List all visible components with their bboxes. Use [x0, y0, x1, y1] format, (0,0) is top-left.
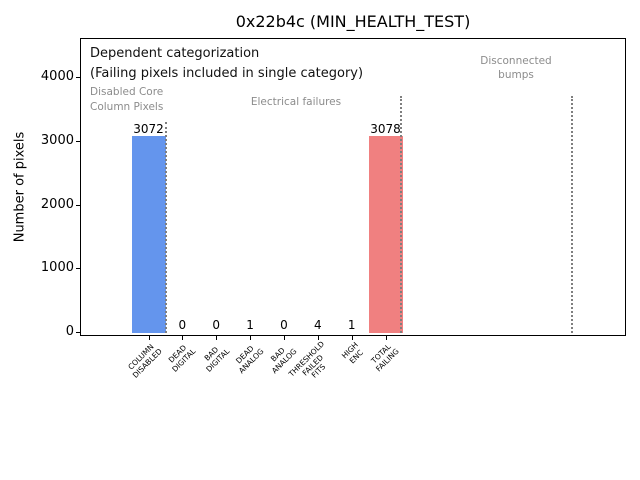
bar-value-label: 0 — [212, 318, 221, 332]
x-tick-mark — [148, 336, 150, 340]
y-axis-label: Number of pixels — [12, 131, 28, 243]
bar-value-label: 4 — [313, 317, 322, 332]
plot-area: 3072 0 0 1 0 4 1 3078 — [80, 38, 626, 336]
chart-title: 0x22b4c (MIN_HEALTH_TEST) — [235, 12, 471, 31]
bar-value-label: 3078 — [370, 122, 401, 137]
bar-value-label: 3072 — [133, 122, 164, 137]
annotation-disabled-core-column-pixels: Disabled Core Column Pixels — [90, 86, 164, 113]
annotation-failing-pixels-note: (Failing pixels included in single categ… — [90, 66, 364, 81]
bar-value-label: 0 — [280, 318, 288, 332]
separator-dotted-line — [400, 96, 403, 333]
y-tick-label: 3000 — [40, 133, 74, 149]
x-tick-mark — [283, 336, 285, 340]
x-tick-mark — [351, 336, 353, 340]
x-tick-label-text: TOTAL FAILING — [369, 341, 401, 373]
bar-value-label: 1 — [347, 317, 356, 332]
bar-0 — [131, 136, 166, 333]
y-tick-mark — [76, 332, 80, 333]
y-tick-mark — [76, 268, 80, 270]
annotation-disconnected-bumps: Disconnected bumps — [480, 55, 552, 81]
x-tick-mark — [385, 336, 387, 340]
x-tick-mark — [317, 336, 319, 340]
bar-value-label: 1 — [246, 317, 254, 332]
x-tick-label: TOTAL FAILING — [267, 340, 400, 373]
y-tick-label: 4000 — [40, 69, 74, 85]
x-tick-mark — [250, 336, 252, 340]
annotation-electrical-failures: Electrical failures — [250, 96, 342, 108]
y-tick-mark — [76, 141, 80, 143]
y-tick-label: 2000 — [40, 196, 74, 212]
x-tick-mark — [182, 336, 184, 340]
y-tick-mark — [76, 77, 80, 79]
y-tick-label: 0 — [65, 324, 74, 339]
x-tick-mark — [216, 336, 218, 340]
separator-dotted-line — [165, 121, 168, 333]
annotation-dependent-categorization: Dependent categorization — [90, 46, 260, 61]
bar-7 — [368, 136, 403, 333]
y-tick-mark — [76, 204, 80, 206]
separator-dotted-line — [571, 96, 574, 333]
y-tick-label: 1000 — [40, 260, 74, 276]
bar-value-label: 0 — [178, 318, 187, 332]
